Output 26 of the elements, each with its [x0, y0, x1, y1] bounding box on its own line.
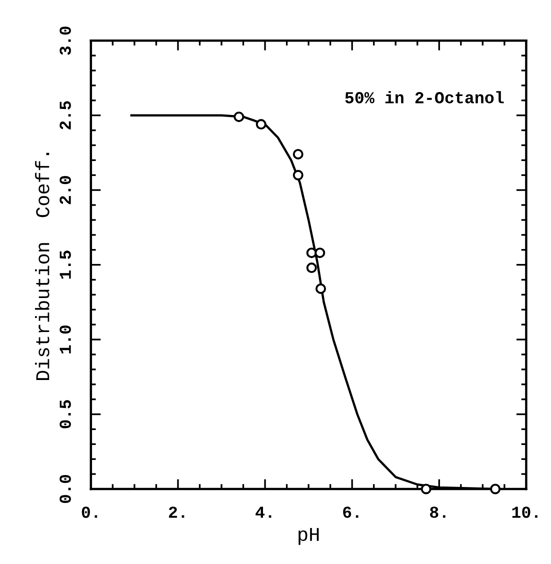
y-tick-label: 0.0: [60, 474, 71, 504]
x-tick-label: 8.: [430, 506, 446, 518]
x-tick-label: 0.: [82, 506, 98, 518]
point: [256, 119, 266, 130]
annotation: 50% in 2-Octanol: [345, 91, 504, 104]
y-axis-title: Distribution Coeff.: [35, 152, 50, 380]
point: [292, 148, 304, 160]
point: [314, 248, 326, 258]
y-tick-label: 0.5: [60, 400, 71, 428]
y-tick-label: 2.0: [60, 176, 71, 204]
y-tick-label: 1.0: [60, 325, 71, 354]
y-tick-label: 1.5: [60, 250, 71, 279]
point: [306, 262, 317, 274]
point: [420, 484, 432, 494]
x-axis-title: pH: [298, 528, 319, 545]
point: [315, 283, 326, 294]
y-tick-label: 2.5: [60, 101, 71, 130]
x-tick-label: 10.: [512, 506, 538, 518]
x-tick-label: 2.: [168, 506, 184, 518]
point: [292, 170, 304, 180]
x-tick-label: 4.: [256, 506, 272, 518]
point: [234, 112, 244, 122]
point: [306, 248, 317, 258]
y-tick-label: 3.0: [60, 26, 71, 55]
point: [490, 484, 501, 494]
x-tick-label: 6.: [343, 506, 358, 518]
